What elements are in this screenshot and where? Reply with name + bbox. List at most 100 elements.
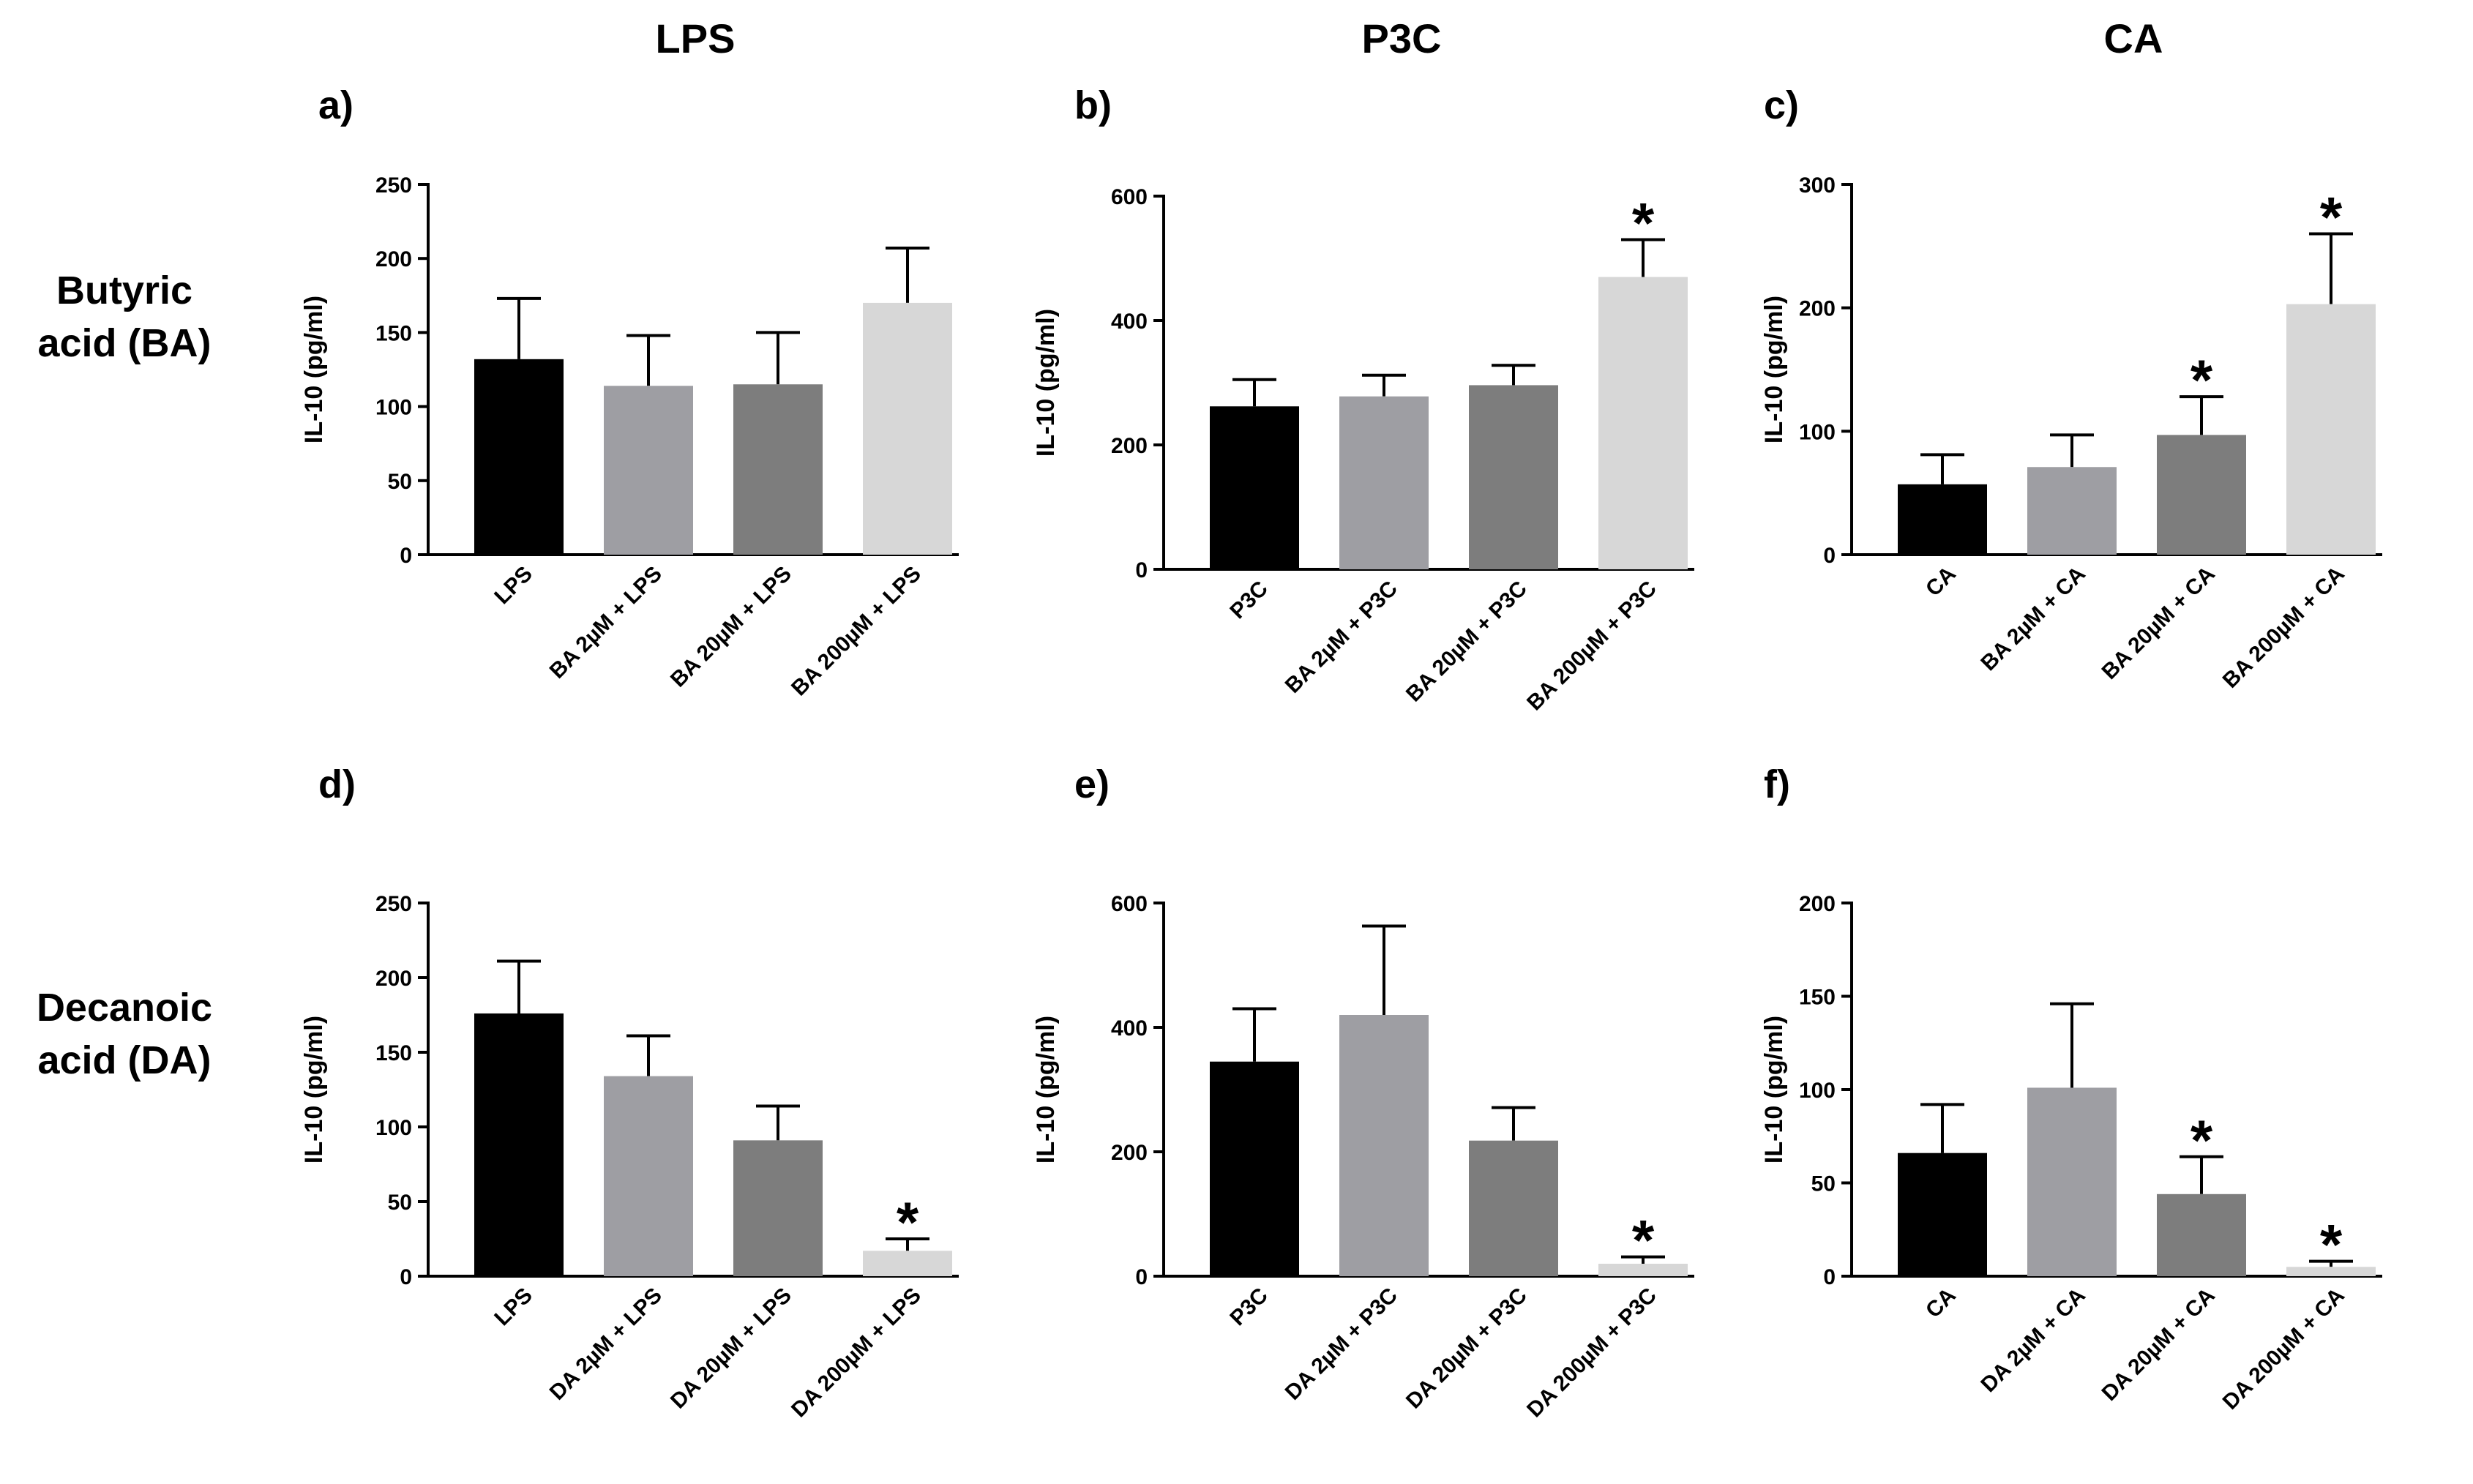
x-tick-label: BA 20µM + LPS <box>666 562 796 692</box>
bar <box>733 384 823 555</box>
significance-star: * <box>2320 1213 2343 1277</box>
y-tick-label: 0 <box>1135 1265 1148 1289</box>
y-tick-label: 400 <box>1111 1016 1148 1041</box>
bar <box>604 1076 693 1276</box>
y-tick-label: 200 <box>1799 892 1836 916</box>
chart-panel-3: d) IL-10 (pg/ml) 0 50 100 150 200 250 LPS DA 2µM … <box>300 762 959 1422</box>
x-tick-label: DA 20µM + P3C <box>1402 1283 1532 1414</box>
y-tick-label: 100 <box>1799 1079 1836 1103</box>
y-tick-label: 600 <box>1111 185 1148 209</box>
bar <box>1598 277 1688 569</box>
x-tick-label: BA 200µM + CA <box>2218 562 2349 693</box>
bar <box>2157 435 2246 555</box>
y-tick-label: 300 <box>1799 173 1836 198</box>
row-label-da-line2: acid (DA) <box>37 1038 211 1082</box>
x-tick-label: DA 200µM + P3C <box>1522 1283 1661 1423</box>
bar <box>2286 1267 2376 1276</box>
y-tick-label: 150 <box>375 1041 412 1065</box>
y-tick-label: 0 <box>1823 1265 1836 1289</box>
y-axis-label: IL-10 (pg/ml) <box>1760 296 1788 443</box>
y-tick-label: 150 <box>1799 986 1836 1010</box>
panel-letter: e) <box>1074 762 1110 806</box>
y-axis-label: IL-10 (pg/ml) <box>300 296 328 443</box>
x-tick-label: BA 20µM + P3C <box>1402 577 1532 707</box>
x-tick-label: BA 2µM + CA <box>1976 562 2090 676</box>
y-tick-label: 400 <box>1111 310 1148 334</box>
bar <box>1598 1264 1688 1276</box>
x-tick-label: BA 2µM + P3C <box>1281 577 1402 698</box>
row-label-ba-line1: Butyric <box>56 269 192 312</box>
panel-letter: d) <box>318 762 356 806</box>
significance-star: * <box>1632 1208 1655 1273</box>
bar <box>1898 1153 1987 1276</box>
y-axis-label: IL-10 (pg/ml) <box>1760 1016 1788 1163</box>
chart-panel-4: e) IL-10 (pg/ml) 0 200 400 600 P3C DA 2µM + P3C… <box>1032 762 1694 1422</box>
panel-letter: c) <box>1764 83 1799 127</box>
x-tick-label: CA <box>1921 1283 1961 1323</box>
y-tick-label: 200 <box>375 967 412 991</box>
row-label-ba-line2: acid (BA) <box>37 321 211 365</box>
chart-panel-0: a) IL-10 (pg/ml) 0 50 100 150 200 250 LPS BA 2µM … <box>300 83 959 700</box>
x-tick-label: BA 200µM + LPS <box>787 562 926 701</box>
bar <box>1339 1015 1429 1276</box>
x-tick-label: DA 200µM + CA <box>2218 1283 2349 1414</box>
panel-letter: f) <box>1764 762 1790 806</box>
x-tick-label: LPS <box>490 1283 537 1331</box>
bar <box>2157 1193 2246 1276</box>
y-tick-label: 250 <box>375 173 412 198</box>
x-tick-label: CA <box>1921 562 1961 602</box>
y-tick-label: 200 <box>375 247 412 271</box>
bar <box>1210 1061 1299 1276</box>
y-axis-label: IL-10 (pg/ml) <box>300 1016 328 1163</box>
column-header-lps: LPS <box>656 15 736 61</box>
x-tick-label: DA 2µM + LPS <box>545 1283 667 1405</box>
row-label-da-line1: Decanoic <box>37 986 212 1030</box>
y-tick-label: 0 <box>1823 544 1836 568</box>
x-tick-label: DA 20µM + LPS <box>666 1283 796 1414</box>
column-header-p3c: P3C <box>1362 15 1442 61</box>
y-tick-label: 50 <box>1811 1172 1836 1196</box>
y-tick-label: 0 <box>400 544 412 568</box>
chart-panel-5: f) IL-10 (pg/ml) 0 50 100 150 200 CA DA 2µM + CA… <box>1760 762 2382 1414</box>
y-axis-label: IL-10 (pg/ml) <box>1032 309 1060 457</box>
bar <box>474 1013 564 1276</box>
y-tick-label: 250 <box>375 892 412 916</box>
chart-panel-1: b) IL-10 (pg/ml) 0 200 400 600 P3C BA 2µM + P3C… <box>1032 83 1694 715</box>
x-tick-label: BA 200µM + P3C <box>1522 577 1661 716</box>
y-tick-label: 200 <box>1111 434 1148 458</box>
chart-panels: a) IL-10 (pg/ml) 0 50 100 150 200 250 LPS BA 2µM … <box>300 83 2382 1422</box>
bar <box>2027 467 2117 555</box>
y-tick-label: 100 <box>375 1116 412 1140</box>
bar <box>863 1251 952 1276</box>
y-tick-label: 0 <box>400 1265 412 1289</box>
bar <box>863 302 952 555</box>
column-header-ca: CA <box>2104 15 2163 61</box>
significance-star: * <box>2190 348 2213 412</box>
x-tick-label: DA 2µM + CA <box>1976 1283 2090 1398</box>
x-tick-label: DA 2µM + P3C <box>1281 1283 1402 1405</box>
bar <box>1210 406 1299 569</box>
x-tick-label: BA 2µM + LPS <box>545 562 667 683</box>
y-tick-label: 200 <box>1799 297 1836 321</box>
bar <box>1898 484 1987 555</box>
y-tick-label: 600 <box>1111 892 1148 916</box>
significance-star: * <box>897 1190 919 1254</box>
x-tick-label: P3C <box>1225 1283 1273 1331</box>
significance-star: * <box>2190 1108 2213 1172</box>
bar <box>604 386 693 555</box>
y-tick-label: 200 <box>1111 1141 1148 1165</box>
bar <box>733 1140 823 1276</box>
x-tick-label: DA 200µM + LPS <box>787 1283 926 1423</box>
y-tick-label: 50 <box>388 470 412 494</box>
panel-letter: a) <box>318 83 353 127</box>
panel-letter: b) <box>1074 83 1112 127</box>
x-tick-label: BA 20µM + CA <box>2098 562 2220 684</box>
bar <box>1339 396 1429 569</box>
x-tick-label: DA 20µM + CA <box>2098 1283 2220 1406</box>
bar <box>474 359 564 555</box>
bar <box>1469 385 1558 569</box>
bar <box>2286 304 2376 555</box>
bar <box>2027 1087 2117 1276</box>
